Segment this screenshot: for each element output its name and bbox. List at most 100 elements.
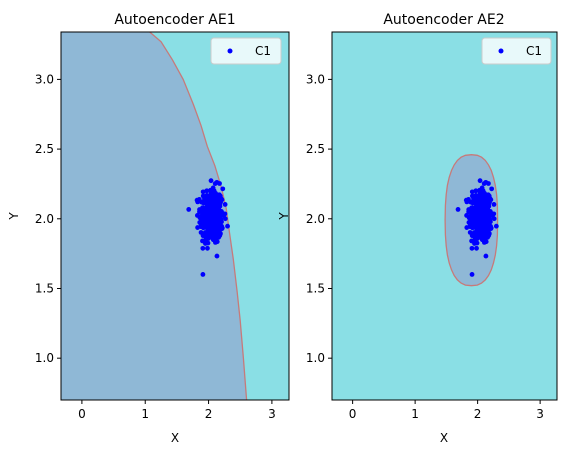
x-tick-label: 2	[474, 407, 482, 421]
data-point	[209, 210, 215, 216]
data-point	[469, 245, 475, 251]
ae1-title: Autoencoder AE1	[114, 12, 235, 28]
data-point	[210, 185, 216, 191]
data-point	[200, 193, 206, 199]
data-point	[216, 234, 222, 240]
data-point	[469, 193, 475, 199]
x-tick-label: 3	[536, 407, 544, 421]
data-point	[474, 245, 479, 251]
data-point	[482, 211, 488, 217]
ae2-x-ticks: 0 1 2 3	[349, 400, 544, 421]
data-point	[186, 207, 192, 212]
x-tick-label: 0	[349, 407, 357, 421]
y-tick-label: 2.5	[306, 142, 325, 156]
data-point	[478, 227, 484, 233]
ae1-plot-frame	[60, 31, 290, 401]
data-point	[482, 195, 487, 200]
data-point	[481, 181, 487, 187]
data-point	[196, 197, 202, 202]
data-point	[467, 224, 473, 230]
data-point	[212, 219, 218, 225]
y-tick-label: 2.0	[35, 212, 54, 226]
ae1-legend-label: C1	[255, 44, 271, 58]
data-point	[214, 253, 220, 259]
data-point	[210, 200, 216, 206]
ae2-legend-marker	[498, 48, 504, 54]
data-point	[485, 234, 490, 240]
ae1-legend-box	[210, 37, 282, 65]
data-point	[479, 185, 485, 191]
y-tick-label: 1.0	[306, 351, 325, 365]
y-tick-label: 3.0	[306, 72, 325, 86]
data-point	[485, 202, 490, 207]
data-point	[213, 195, 219, 200]
data-point	[477, 178, 483, 184]
data-point	[200, 238, 205, 244]
data-point	[205, 245, 210, 251]
data-point	[219, 225, 225, 231]
y-tick-label: 1.5	[35, 281, 54, 295]
data-point	[469, 238, 474, 244]
y-tick-label: 2.5	[35, 142, 54, 156]
x-tick-label: 3	[268, 407, 276, 421]
ae2-legend: C1	[481, 37, 552, 65]
data-point	[478, 210, 484, 216]
ae1-y-ticks: 1.0 1.5 2.0 2.5 3.0	[35, 72, 61, 365]
data-point	[480, 204, 485, 210]
data-point	[211, 204, 216, 210]
data-point	[205, 212, 210, 218]
ae2-plot-background	[332, 32, 557, 400]
data-point	[205, 197, 210, 203]
data-point	[464, 213, 469, 218]
ae1-legend-marker	[227, 48, 233, 54]
data-point	[209, 227, 215, 233]
data-point	[214, 239, 220, 245]
data-point	[213, 211, 219, 217]
data-point	[200, 245, 206, 251]
ae2-legend-label: C1	[526, 44, 542, 58]
data-point	[455, 207, 461, 212]
data-point	[222, 202, 228, 207]
data-point	[212, 181, 218, 187]
x-tick-label: 1	[411, 407, 419, 421]
y-tick-label: 1.5	[306, 281, 325, 295]
data-point	[204, 193, 210, 198]
data-point	[468, 217, 474, 223]
data-point	[213, 190, 219, 196]
data-point	[488, 225, 494, 231]
data-point	[220, 186, 226, 192]
data-point	[480, 234, 486, 239]
data-point	[473, 219, 479, 224]
y-tick-label: 1.0	[35, 351, 54, 365]
x-tick-label: 0	[78, 407, 86, 421]
data-point	[481, 219, 487, 225]
data-point	[473, 193, 479, 198]
ae2-plot: 0 1 2 3 1.0 1.5 2.0 2.5 3.0 Autoencoder AE2 X Y…	[277, 12, 558, 445]
ae1-y-axis-label: Y	[7, 212, 21, 221]
data-point	[466, 197, 471, 202]
ae1-points	[186, 178, 230, 277]
data-point	[479, 200, 485, 206]
data-point	[469, 205, 475, 211]
ae2-plot-frame	[331, 31, 558, 401]
data-point	[201, 233, 207, 239]
data-point	[474, 212, 479, 218]
data-point	[486, 210, 492, 216]
data-point	[489, 186, 495, 192]
data-point	[467, 230, 473, 235]
ae1-legend: C1	[210, 37, 282, 65]
ae2-legend-box	[481, 37, 552, 65]
ae1-x-axis-label: X	[171, 431, 179, 445]
data-point	[204, 219, 210, 224]
data-point	[217, 210, 223, 216]
ae1-decision-boundary	[149, 32, 248, 400]
data-point	[482, 190, 487, 196]
ae2-x-axis-label: X	[440, 431, 448, 445]
ae2-y-axis-label: Y	[277, 212, 291, 221]
data-point	[209, 189, 215, 195]
data-point	[483, 253, 489, 259]
data-point	[194, 213, 200, 218]
data-point	[217, 181, 222, 186]
data-point	[483, 239, 489, 245]
